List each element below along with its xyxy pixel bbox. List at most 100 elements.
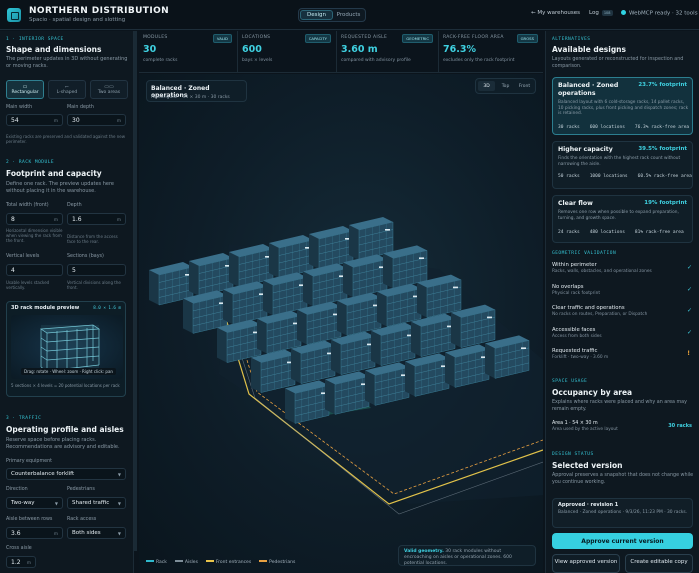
usage-caption: SPACE USAGE [552,379,588,384]
rack-shelf-line [454,364,490,373]
rack-side [445,352,455,388]
depth-value: 1.6 [72,215,82,223]
equipment-select[interactable]: Counterbalance forklift ▼ [6,468,126,480]
rack-desc: Define one rack. The preview updates her… [6,181,115,194]
rack-shelf-line [198,265,234,274]
levels-input[interactable]: 4 [6,264,63,276]
design-card-clear-flow[interactable]: Clear flow 19% footprint Removes one row… [552,195,693,243]
metric-locations: 600 locations [589,125,625,130]
stats-bar: MODULES VALID 30 complete racks LOCATION… [139,31,543,73]
view-3d-button[interactable]: 3D [478,81,495,91]
rack-side [303,271,313,307]
shape-two-areas-button[interactable]: ▭▭ Two areas [90,80,128,99]
app-subtitle: Spacio · spatial design and slotting [29,17,126,23]
main-width-input[interactable]: 54 m [6,114,63,126]
rack-shelf-line [266,330,302,339]
rack-shelf-line [238,263,274,273]
stat-badge: VALID [212,34,232,43]
view-top-button[interactable]: Top [501,83,510,89]
rack-shelf-line [312,275,348,285]
layout-title: Balanced · Zoned operations [151,85,210,99]
rack-shelf-line [272,284,308,294]
log-button[interactable]: Log 108 [589,10,613,16]
access-label: Rack access [67,517,97,522]
rack-block [377,283,422,327]
direction-select[interactable]: Two-way ▼ [6,497,63,509]
rack-tag [185,274,190,276]
design-card-higher-capacity[interactable]: Higher capacity 39.5% footprint Finds th… [552,141,693,189]
view-approved-button[interactable]: View approved version [552,554,620,573]
sections-input[interactable]: 5 [67,264,126,276]
stat-value: 600 [242,44,262,55]
depth-input[interactable]: 1.6 m [67,213,126,225]
rack-side [183,298,193,334]
valid-text: 30 rack modules without encroaching on a… [404,549,512,566]
shape-rectangular-button[interactable]: ▭ Rectangular [6,80,44,99]
access-select[interactable]: Both sides ▼ [67,527,126,539]
tab-design[interactable]: Design [300,10,333,20]
validation-sub: Forklift · two-way · 3.60 m [552,355,609,360]
approve-current-button[interactable]: Approve current version [552,533,693,549]
interior-heading: Shape and dimensions [6,45,102,54]
rack-side [189,261,199,296]
interior-caption: 1 · INTERIOR SPACE [6,37,64,42]
rack-shelf-line [414,365,450,375]
rack-side [417,282,427,318]
design-card-balanced[interactable]: Balanced · Zoned operations 23.7% footpr… [552,77,693,135]
shape-l-shaped-button[interactable]: ⌐ L-shaped [48,80,86,99]
view-front-button[interactable]: Front [518,83,531,89]
rack-top [377,283,421,297]
metric-locations: 480 locations [589,230,625,235]
rack-top [411,313,455,327]
left-scrollbar[interactable] [134,31,137,551]
main-depth-input[interactable]: 30 m [67,114,126,126]
rack-tag [373,304,378,307]
rack-shelf-line [312,283,348,292]
rack-shelf-line [306,328,342,338]
metric-free-area: 81% rack-free area [634,230,684,235]
rack-top [309,226,353,239]
cross-aisle-input[interactable]: 1.2 m [6,556,36,568]
chevron-down-icon: ▼ [117,500,121,506]
rack-shelf-line [494,347,530,357]
rack-top [445,344,489,358]
create-copy-button[interactable]: Create editable copy [625,554,693,573]
unit-label: m [53,530,58,536]
rack-preview-viewport[interactable]: Drag: rotate · Wheel: zoom · Right click… [11,315,123,379]
valid-strong: Valid geometry. [404,549,444,554]
rack-tag [447,325,452,328]
tab-products[interactable]: Products [336,12,361,18]
rack-tag [225,265,230,267]
rack-shelf-line [266,337,302,347]
rack-side [411,321,421,357]
rack-shelf-line [278,262,314,271]
aisle-input[interactable]: 3.6 m [6,527,63,539]
metric-racks: 24 racks [558,230,580,235]
rack-shelf-line [420,325,456,335]
rack-tag [345,238,350,240]
shape-label: Two areas [97,90,121,95]
rack-side [257,318,267,354]
legend-swatch [146,560,154,562]
pedestrians-select[interactable]: Shared traffic ▼ [67,497,126,509]
rack-shelf-line [374,374,410,384]
rack-shelf-line [272,299,308,309]
rack-shelf-line [192,310,228,319]
levels-hint: Usable levels stacked vertically. [6,280,50,291]
rack-shelf-line [318,253,354,262]
sections-value: 5 [72,266,76,274]
pedestrians-label: Pedestrians [67,487,95,492]
aisle-value: 3.6 [11,529,21,537]
my-warehouses-link[interactable]: ← My warehouses [531,10,580,16]
rack-tag [327,352,332,355]
stat-label: LOCATIONS [242,35,271,40]
warehouse-3d-viewport[interactable]: Balanced · Zoned operations Rectangular … [139,74,543,573]
rack-shelf-line [374,382,410,391]
rack-block [263,272,308,316]
validation-banner: Valid geometry. 30 rack modules without … [398,545,536,566]
stat-badge: GROSS [516,34,538,43]
rack-side [343,262,353,298]
rack-block [149,262,194,306]
stat-sub: compared with advisory profile [341,58,411,63]
